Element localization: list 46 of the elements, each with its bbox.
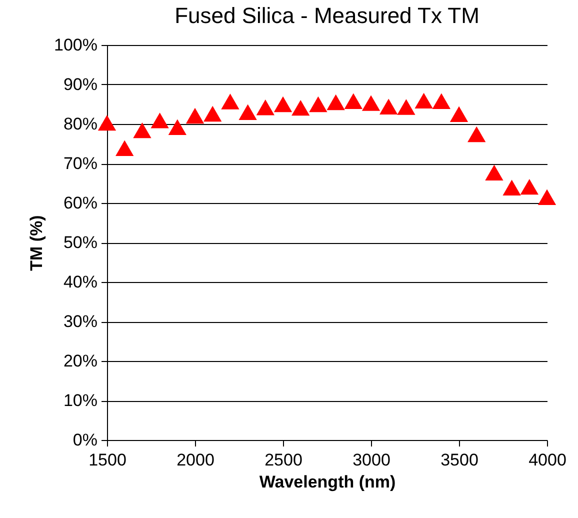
point: [432, 93, 450, 109]
point: [309, 96, 328, 112]
point: [256, 100, 274, 116]
point: [150, 112, 169, 128]
point: [362, 95, 380, 111]
point: [485, 164, 504, 180]
y-tick-label: 40%: [63, 272, 98, 292]
x-tick-label: 3000: [352, 450, 390, 470]
point: [468, 126, 486, 142]
point: [204, 106, 222, 122]
y-tick-label: 20%: [63, 352, 98, 370]
point: [186, 108, 204, 124]
x-tick-label: 4000: [528, 450, 566, 470]
x-tick-label: 2000: [176, 450, 214, 470]
point: [238, 104, 257, 120]
point: [520, 178, 538, 195]
y-tick-label: 80%: [63, 114, 98, 134]
point: [274, 96, 292, 112]
y-tick-label: 30%: [63, 312, 98, 331]
y-tick-label: 50%: [63, 233, 98, 252]
point: [414, 92, 433, 109]
point: [450, 106, 468, 122]
y-tick-label: 70%: [63, 154, 98, 173]
point: [326, 94, 345, 110]
x-tick-label: 2500: [264, 450, 302, 470]
point: [133, 122, 152, 138]
point: [221, 94, 240, 110]
point: [397, 99, 416, 115]
y-tick-label: 10%: [63, 391, 98, 410]
point: [502, 180, 521, 196]
y-axis-title: TM (%): [27, 215, 46, 271]
x-axis-title: Wavelength (nm): [259, 472, 396, 492]
point: [344, 93, 362, 109]
point: [116, 140, 134, 156]
y-tick-label: 60%: [63, 194, 98, 212]
y-tick-label: 0%: [72, 430, 98, 450]
point: [292, 100, 310, 116]
y-tick-label: 90%: [63, 75, 98, 94]
x-tick-label: 3500: [440, 450, 478, 470]
point: [98, 114, 116, 131]
y-tick-label: 100%: [54, 36, 98, 54]
chart-title: Fused Silica - Measured Tx TM: [174, 3, 480, 28]
point: [168, 119, 186, 136]
point: [538, 189, 556, 205]
point: [380, 98, 398, 114]
x-tick-label: 1500: [88, 450, 126, 470]
